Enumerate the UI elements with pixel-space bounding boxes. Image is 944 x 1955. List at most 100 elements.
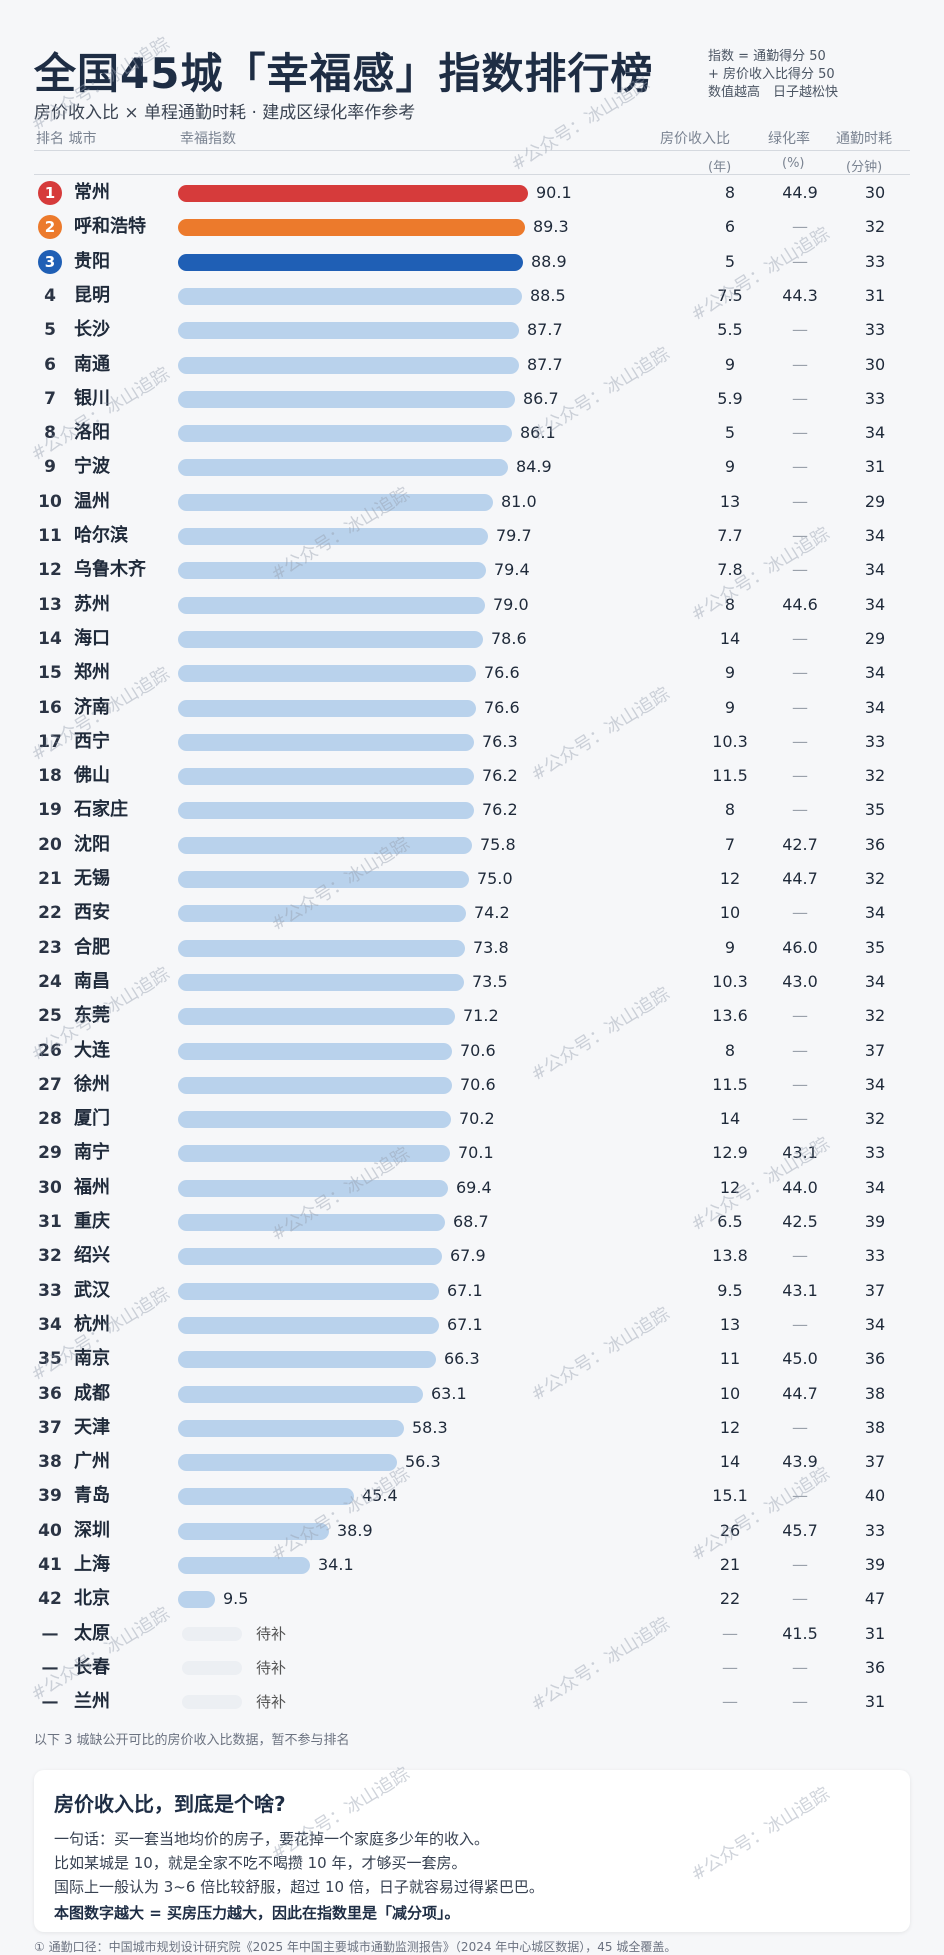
rank-number: 16 (38, 697, 62, 718)
ratio-cell: 9 (724, 663, 736, 683)
ratio-cell: 8 (724, 183, 736, 202)
green-cell: — (792, 1589, 808, 1609)
city-name: 重庆 (74, 1211, 110, 1232)
index-bar (178, 1454, 397, 1472)
city-name: 石家庄 (74, 799, 128, 821)
table-row: 24 南昌 73.5 10.3 43.0 34 (0, 965, 944, 999)
index-value: 79.0 (493, 594, 529, 614)
table-row: 42 北京 9.5 22 — 47 (0, 1582, 944, 1616)
rank-number: 5 (44, 320, 56, 341)
city-name: 北京 (74, 1588, 110, 1610)
ratio-cell: 15.1 (712, 1486, 748, 1506)
commute-cell: 35 (864, 937, 886, 957)
commute-cell: 37 (864, 1040, 886, 1060)
rank-number: 12 (38, 560, 62, 581)
index-value: 67.1 (447, 1280, 483, 1300)
commute-cell: 31 (864, 1623, 886, 1643)
unit-commute: (分钟) (846, 160, 883, 175)
index-value: 81.0 (501, 491, 537, 511)
rank-number: 33 (38, 1280, 62, 1301)
city-name: 苏州 (74, 593, 110, 615)
green-cell: — (792, 388, 808, 408)
city-name: 郑州 (74, 662, 110, 684)
table-row: 22 西安 74.2 10 — 34 (0, 896, 944, 930)
index-bar (178, 356, 519, 374)
ratio-cell: 6.5 (717, 1212, 743, 1231)
commute-cell: 33 (864, 320, 886, 340)
city-name: 福州 (74, 1176, 110, 1198)
rank-number: — (41, 1623, 59, 1644)
green-cell: 43.1 (782, 1280, 818, 1300)
ratio-cell: 21 (719, 1555, 741, 1574)
index-value: 76.2 (482, 766, 518, 786)
ratio-cell: 14 (719, 1109, 741, 1129)
commute-cell: 35 (864, 800, 886, 820)
index-value: 86.1 (520, 423, 556, 443)
commute-cell: 29 (864, 628, 886, 648)
city-name: 合肥 (74, 936, 110, 958)
ratio-cell: 8 (724, 800, 736, 820)
ratio-cell: 10 (719, 1383, 741, 1403)
index-bar (178, 425, 512, 443)
ratio-cell: 13.6 (712, 1006, 748, 1026)
ratio-cell: 12.9 (712, 1143, 748, 1163)
index-value: 70.2 (459, 1109, 495, 1129)
index-value: 70.6 (460, 1074, 496, 1094)
table-row: 15 郑州 76.6 9 — 34 (0, 656, 944, 690)
green-cell: 42.5 (782, 1212, 818, 1231)
rank-number: 17 (38, 731, 62, 752)
commute-cell: 36 (864, 1657, 886, 1677)
header-commute: 通勤时耗 (836, 131, 892, 147)
green-cell: — (792, 1555, 808, 1574)
commute-cell: 34 (864, 1074, 886, 1094)
rank-number: 20 (38, 834, 62, 855)
green-cell: — (792, 354, 808, 374)
index-bar (178, 1179, 448, 1197)
green-cell: — (792, 560, 808, 580)
explainer-line: 比如某城是 10，就是全家不吃不喝攒 10 年，才够买一套房。 (54, 1854, 467, 1872)
index-bar (178, 1042, 452, 1060)
city-name: 天津 (74, 1416, 110, 1438)
index-bar (178, 768, 474, 786)
table-row: 39 青岛 45.4 15.1 — 40 (0, 1479, 944, 1513)
city-name: 昆明 (74, 284, 110, 306)
city-name: 上海 (74, 1554, 110, 1575)
index-value: 87.7 (527, 320, 563, 340)
city-name: 杭州 (74, 1313, 110, 1335)
index-value: 63.1 (431, 1383, 467, 1403)
ratio-cell: 8 (724, 1040, 736, 1060)
green-cell: — (792, 731, 808, 751)
index-value: 79.7 (496, 526, 532, 545)
index-value: 76.6 (484, 663, 520, 683)
table-row: 1 常州 90.1 8 44.9 30 (0, 176, 944, 210)
commute-cell: 32 (864, 1109, 886, 1129)
index-value: 73.5 (472, 971, 508, 991)
index-bar (178, 459, 508, 477)
page-title: 全国45城「幸福感」指数排行榜 (34, 49, 654, 98)
ratio-cell: 22 (719, 1589, 741, 1609)
index-value: 38.9 (337, 1520, 373, 1540)
index-bar (178, 1488, 354, 1506)
index-bar (178, 322, 519, 340)
commute-cell: 40 (864, 1486, 886, 1506)
city-name: 南通 (74, 353, 110, 375)
table-row: 19 石家庄 76.2 8 — 35 (0, 793, 944, 827)
city-name: 常州 (74, 182, 110, 203)
index-bar (178, 1008, 455, 1026)
city-name: 深圳 (74, 1519, 110, 1541)
table-row: 17 西宁 76.3 10.3 — 33 (0, 725, 944, 759)
ratio-cell: 8 (724, 594, 736, 614)
commute-cell: 33 (864, 251, 886, 271)
index-bar (178, 836, 472, 854)
city-name: 兰州 (74, 1691, 110, 1713)
footnote: 以下 3 城缺公开可比的房价收入比数据，暂不参与排名 (34, 1733, 350, 1748)
rank-number: 13 (38, 594, 62, 615)
index-value: 76.2 (482, 800, 518, 820)
green-cell: — (792, 766, 808, 786)
ratio-cell: 5.5 (717, 320, 743, 340)
index-bar-placeholder (182, 1626, 242, 1641)
commute-cell: 34 (864, 697, 886, 717)
index-value: 74.2 (474, 903, 510, 923)
ratio-cell: 7.8 (717, 560, 743, 580)
rank-number: 26 (38, 1040, 62, 1061)
